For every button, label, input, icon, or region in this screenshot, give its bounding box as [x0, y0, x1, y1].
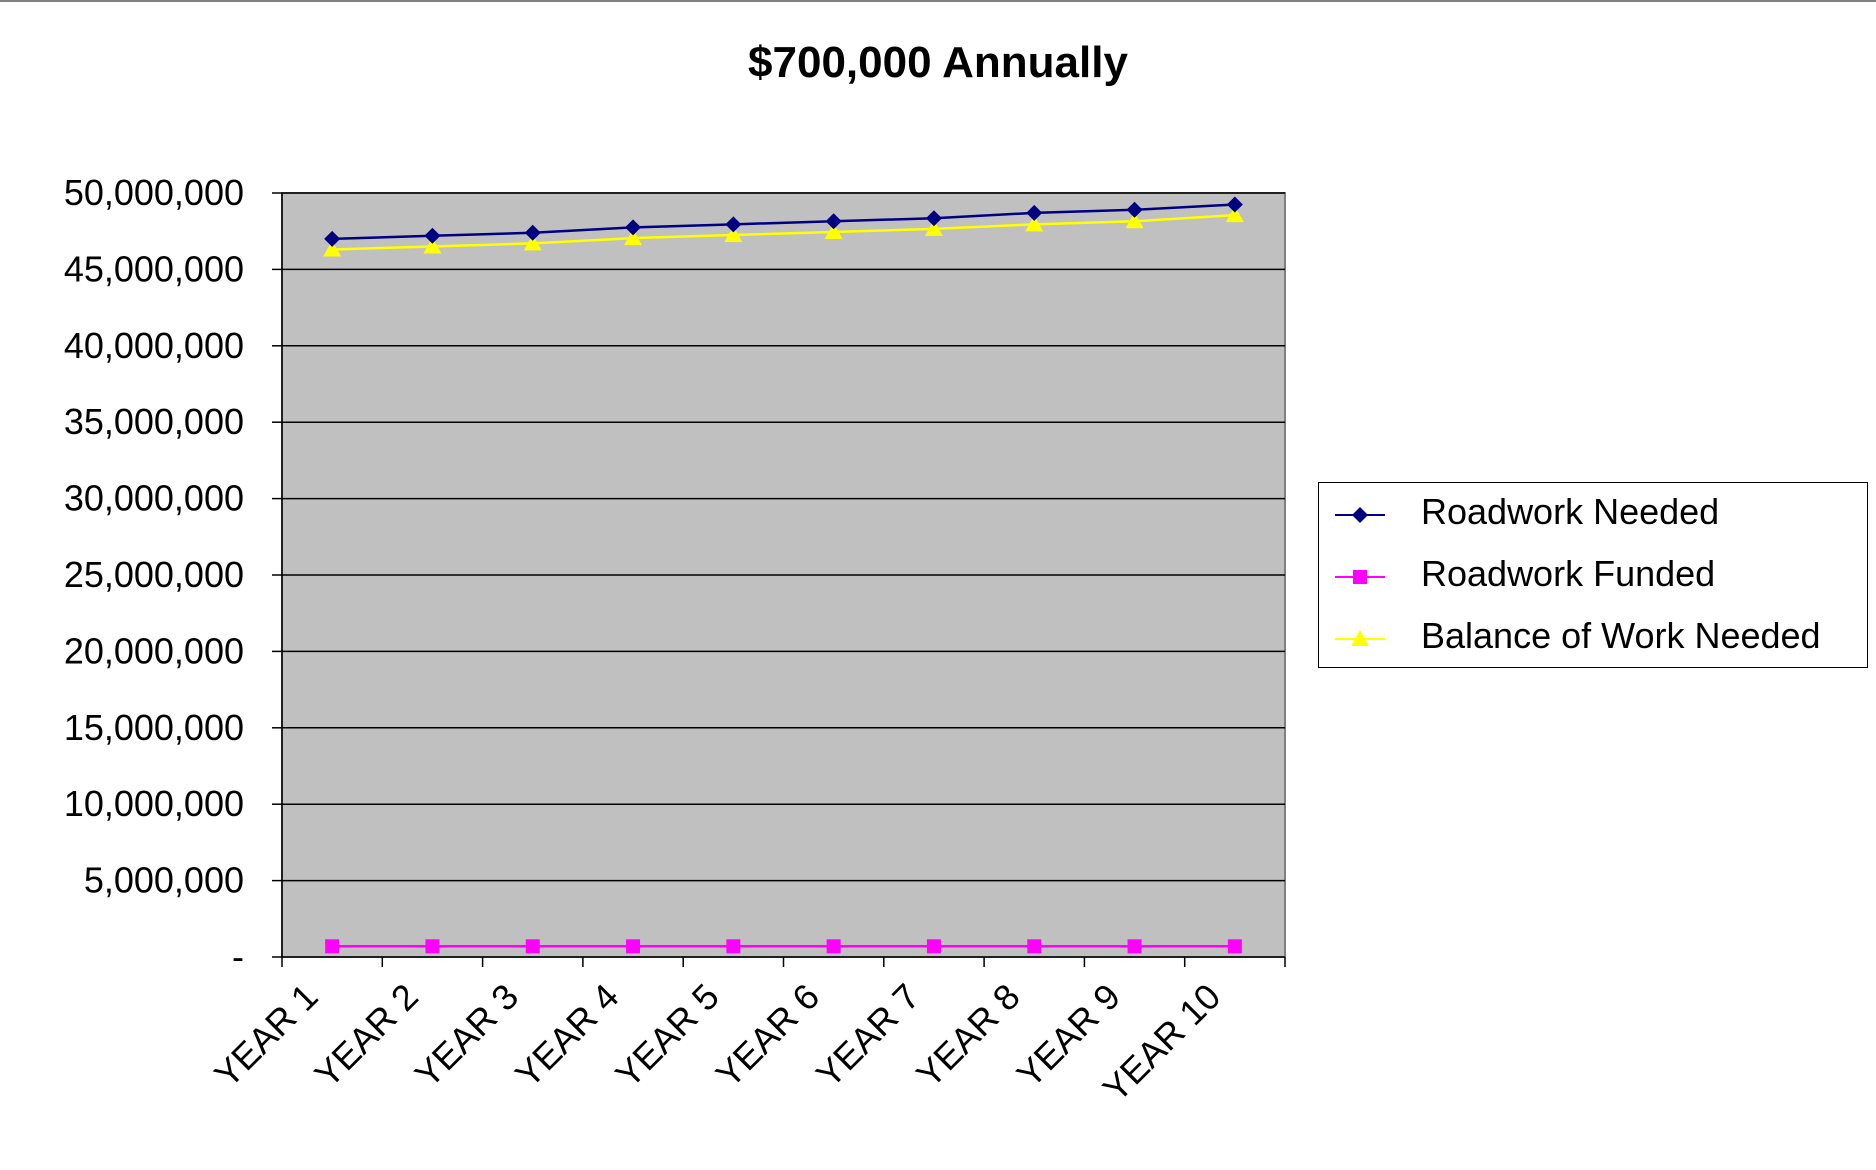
legend-item-roadwork-needed: Roadwork Needed	[1319, 483, 1867, 543]
y-tick-label: -	[232, 936, 244, 977]
chart-title: $700,000 Annually	[748, 38, 1128, 87]
data-point	[1026, 204, 1043, 221]
data-point	[1127, 939, 1142, 954]
series-line-balance-of-work-needed	[332, 213, 1235, 251]
series-line-roadwork-needed	[332, 203, 1235, 241]
data-point	[825, 213, 842, 230]
y-tick-label: 30,000,000	[64, 478, 244, 519]
y-tick-label: 40,000,000	[64, 325, 244, 366]
gridlines	[282, 192, 1285, 882]
data-point	[523, 234, 542, 251]
data-point	[626, 939, 641, 954]
data-point	[1027, 939, 1042, 954]
data-point	[1126, 201, 1143, 218]
data-point	[1125, 212, 1144, 229]
data-point	[824, 222, 843, 239]
y-tick-label: 5,000,000	[84, 860, 244, 901]
data-point	[324, 230, 341, 247]
y-tick-label: 20,000,000	[64, 630, 244, 671]
top-border-rule	[0, 0, 1876, 2]
data-point	[724, 226, 743, 243]
data-point	[323, 240, 342, 257]
legend-swatch-diamond	[1335, 507, 1385, 523]
data-point	[926, 939, 941, 954]
data-point	[425, 939, 440, 954]
data-point	[325, 939, 340, 954]
data-point	[1227, 939, 1242, 954]
chart-legend: Roadwork Needed Roadwork Funded Balance …	[1318, 482, 1868, 668]
legend-swatch-triangle	[1335, 630, 1385, 646]
data-point	[1226, 196, 1243, 213]
x-tick-label: YEAR 6	[708, 976, 828, 1096]
data-point	[826, 939, 841, 954]
x-tick-label: YEAR 8	[908, 976, 1028, 1096]
legend-swatch-square	[1335, 570, 1385, 584]
y-tick-label: 10,000,000	[64, 783, 244, 824]
y-tick-label: 25,000,000	[64, 554, 244, 595]
data-point	[726, 939, 741, 954]
data-point	[1025, 215, 1044, 232]
legend-item-balance-of-work: Balance of Work Needed	[1319, 607, 1867, 667]
data-point	[725, 216, 742, 233]
data-point	[625, 219, 642, 236]
x-tick-label: YEAR 3	[407, 976, 527, 1096]
data-point	[924, 219, 943, 236]
y-tick-label: 50,000,000	[64, 172, 244, 213]
data-point	[524, 224, 541, 241]
y-tick-label: 35,000,000	[64, 401, 244, 442]
legend-label: Roadwork Needed	[1421, 491, 1720, 532]
data-point	[925, 210, 942, 227]
data-point	[424, 227, 441, 244]
y-tick-label: 15,000,000	[64, 707, 244, 748]
data-point	[423, 237, 442, 254]
x-tick-label: YEAR 4	[507, 976, 627, 1096]
x-tick-label: YEAR 7	[808, 976, 928, 1096]
x-tick-label: YEAR 5	[607, 976, 727, 1096]
data-point	[1225, 206, 1244, 223]
data-point	[624, 229, 643, 246]
y-tick-labels: - 5,000,000 10,000,000 15,000,000 20,000,000…	[64, 172, 244, 977]
legend-label: Roadwork Funded	[1421, 553, 1716, 594]
y-tick-label: 45,000,000	[64, 248, 244, 289]
legend-item-roadwork-funded: Roadwork Funded	[1319, 545, 1867, 605]
series-layer	[323, 196, 1244, 954]
legend-label: Balance of Work Needed	[1421, 615, 1821, 656]
data-point	[525, 939, 540, 954]
x-tick-label: YEAR 1	[206, 976, 326, 1096]
axes	[272, 192, 1286, 967]
x-tick-label: YEAR 2	[306, 976, 426, 1096]
